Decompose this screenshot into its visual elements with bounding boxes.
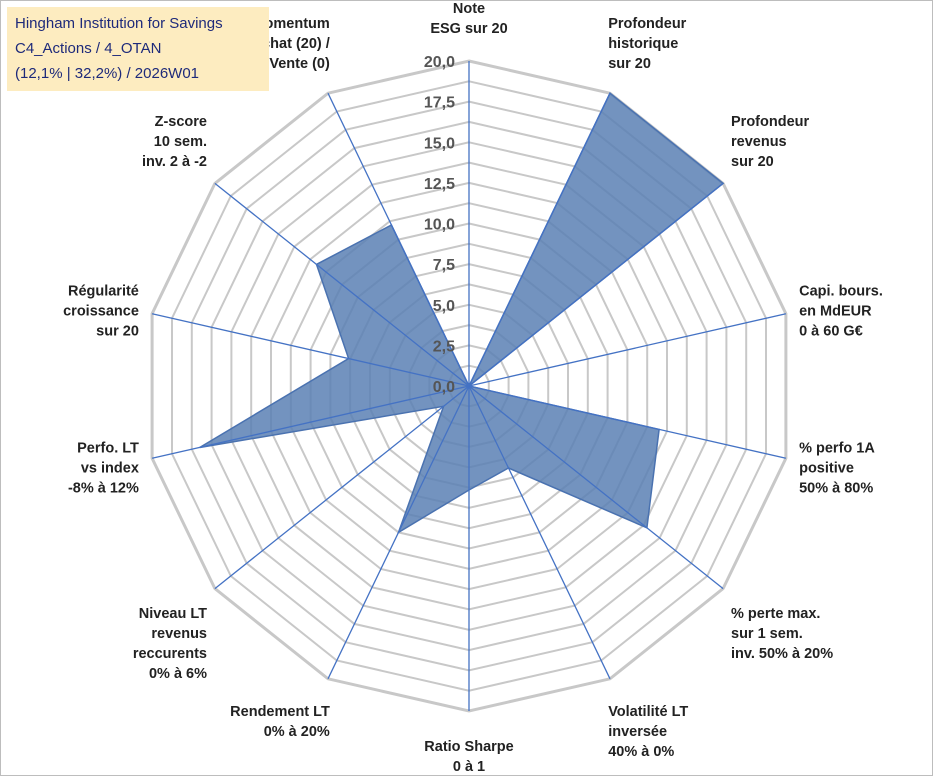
category-label-line: Niveau LT	[139, 606, 207, 622]
category-label-line: Vente (0)	[269, 56, 330, 72]
spoke-line	[468, 385, 724, 590]
category-label: Perfo. LT vs index -8% à 12%	[68, 441, 139, 497]
category-label: Capi. bours. en MdEUR 0 à 60 G€	[799, 284, 883, 340]
category-label-line: -8% à 12%	[68, 481, 139, 497]
category-label: Profondeur historique sur 20	[608, 16, 686, 72]
category-label-line: Perfo. LT	[77, 441, 139, 457]
category-label: Momentum Achat (20) / Vente (0)	[252, 16, 330, 72]
title-company-name: Hingham Institution for Savings	[15, 15, 223, 32]
category-label-line: 0 à 1	[453, 759, 485, 775]
category-label-line: croissance	[63, 304, 139, 320]
category-label-line: Profondeur	[731, 114, 809, 130]
category-label: % perfo 1A positive 50% à 80%	[799, 441, 875, 497]
spoke-line	[214, 385, 470, 590]
category-label-line: reccurents	[133, 646, 207, 662]
category-label-line: 10 sem.	[154, 134, 207, 150]
tick-label: 20,0	[424, 54, 455, 71]
category-label-line: Z-score	[155, 114, 207, 130]
category-label-line: ESG sur 20	[430, 21, 507, 37]
spoke-line	[151, 313, 470, 387]
category-label-line: sur 20	[96, 324, 139, 340]
spoke-line	[468, 92, 611, 387]
tick-label: 5,0	[433, 298, 455, 315]
category-label-line: historique	[608, 36, 678, 52]
category-label-line: Note	[453, 1, 485, 17]
category-label: % perte max. sur 1 sem. inv. 50% à 20%	[731, 606, 833, 662]
category-label-line: inversée	[608, 724, 667, 740]
radar-spokes	[151, 61, 787, 711]
category-label-line: revenus	[731, 134, 787, 150]
category-label: Ratio Sharpe 0 à 1	[424, 739, 513, 775]
category-label-line: Régularité	[68, 284, 139, 300]
spoke-line	[327, 92, 470, 387]
tick-label: 12,5	[424, 176, 455, 193]
category-label-line: positive	[799, 461, 854, 477]
category-label-line: inv. 50% à 20%	[731, 646, 833, 662]
category-label-line: 0% à 6%	[149, 666, 207, 682]
category-label-line: 0 à 60 G€	[799, 324, 863, 340]
category-label-line: inv. 2 à -2	[142, 154, 207, 170]
tick-label: 2,5	[433, 338, 455, 355]
spoke-line	[468, 182, 724, 387]
category-label-line: 40% à 0%	[608, 744, 674, 760]
category-label: Z-score 10 sem. inv. 2 à -2	[142, 114, 207, 170]
spoke-line	[468, 385, 611, 680]
category-label: Niveau LT revenus reccurents 0% à 6%	[133, 606, 207, 682]
category-label-line: sur 20	[608, 56, 651, 72]
category-label-line: Rendement LT	[230, 704, 330, 720]
category-label-line: Ratio Sharpe	[424, 739, 513, 755]
spoke-line	[327, 385, 470, 680]
category-label-line: en MdEUR	[799, 304, 872, 320]
tick-label: 7,5	[433, 257, 455, 274]
category-label-line: sur 1 sem.	[731, 626, 803, 642]
spoke-line	[151, 385, 470, 459]
tick-label: 17,5	[424, 95, 455, 112]
title-stats: (12,1% | 32,2%) / 2026W01	[15, 65, 199, 82]
category-label-line: 0% à 20%	[264, 724, 330, 740]
category-label-line: Momentum	[252, 16, 329, 32]
category-label: Volatilité LT inversée 40% à 0%	[608, 704, 688, 760]
category-label: Rendement LT 0% à 20%	[230, 704, 330, 740]
category-label-line: % perte max.	[731, 606, 820, 622]
category-label-line: 50% à 80%	[799, 481, 873, 497]
radar-category-labels: Note ESG sur 20 Profondeur historique sur 20…	[63, 1, 883, 775]
category-label: Note ESG sur 20	[430, 1, 507, 37]
category-label: Profondeur revenus sur 20	[731, 114, 809, 170]
category-label-line: sur 20	[731, 154, 774, 170]
title-category: C4_Actions / 4_OTAN	[15, 40, 162, 57]
chart-title-box: Hingham Institution for Savings C4_Actio…	[7, 7, 269, 91]
spoke-line	[214, 182, 470, 387]
tick-label: 10,0	[424, 217, 455, 234]
spoke-line	[468, 313, 787, 387]
category-label-line: revenus	[151, 626, 207, 642]
category-label-line: Achat (20) /	[252, 36, 330, 52]
category-label-line: % perfo 1A	[799, 441, 875, 457]
category-label-line: Profondeur	[608, 16, 686, 32]
category-label-line: Volatilité LT	[608, 704, 688, 720]
tick-label: 0,0	[433, 379, 455, 396]
category-label: Régularité croissance sur 20	[63, 284, 139, 340]
tick-label: 15,0	[424, 135, 455, 152]
category-label-line: Capi. bours.	[799, 284, 883, 300]
spoke-line	[468, 385, 787, 459]
category-label-line: vs index	[81, 461, 139, 477]
radar-tick-labels: 0,0 2,5 5,0 7,5 10,0 12,5 15,0 17,5 20,0	[424, 54, 455, 396]
